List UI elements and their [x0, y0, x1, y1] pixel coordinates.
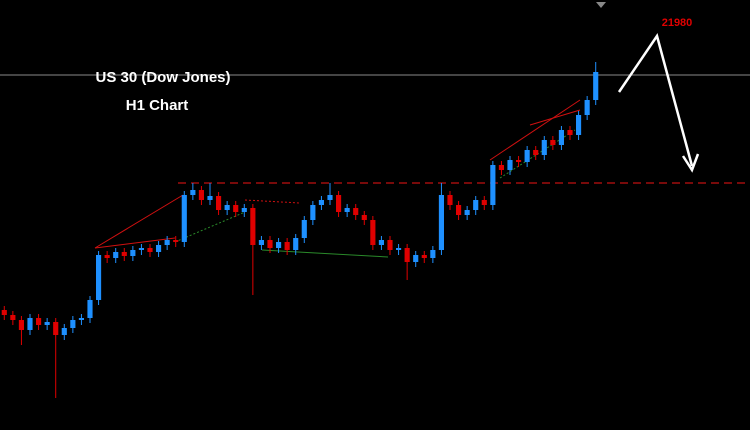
candle-body: [224, 205, 230, 210]
candle-body: [310, 205, 316, 220]
candle-body: [164, 240, 170, 245]
candle-body: [241, 208, 247, 212]
candle-body: [490, 165, 496, 205]
chart-title: US 30 (Dow Jones): [95, 69, 230, 86]
chart-subtitle: H1 Chart: [126, 97, 189, 114]
candle-body: [156, 245, 162, 252]
candle-body: [533, 150, 539, 155]
trendline: [489, 99, 581, 161]
arrow-path: [617, 33, 694, 167]
candle-body: [336, 195, 342, 212]
candle-body: [36, 318, 42, 325]
candle-body: [44, 322, 50, 325]
candle-body: [250, 208, 256, 245]
candle-body: [584, 100, 590, 115]
candle-body: [216, 196, 222, 210]
candle-body: [370, 220, 376, 245]
candle-body: [473, 200, 479, 210]
candle-body: [181, 195, 187, 242]
candle-body: [267, 240, 273, 248]
candle-body: [78, 318, 84, 320]
candle-body: [541, 140, 547, 155]
candle-body: [396, 248, 402, 250]
candle-body: [318, 200, 324, 205]
candle-body: [198, 190, 204, 200]
candle-body: [481, 200, 487, 205]
candle-body: [18, 320, 24, 330]
candle-body: [327, 195, 333, 200]
trendline: [529, 109, 581, 126]
trendline: [261, 249, 389, 258]
candle-body: [104, 255, 110, 258]
candle-body: [190, 190, 196, 195]
candle-body: [173, 240, 179, 242]
candle-body: [293, 238, 299, 250]
candle-body: [70, 320, 76, 328]
candle-body: [558, 130, 564, 145]
price-lines: [0, 74, 750, 184]
scroll-marker: [596, 2, 606, 8]
candle-body: [87, 300, 93, 318]
candle-body: [130, 250, 136, 256]
candle-body: [447, 195, 453, 205]
trendline: [94, 237, 176, 249]
candle-body: [138, 248, 144, 250]
candle-body: [27, 318, 33, 330]
candle-body: [96, 255, 102, 300]
target-annotation: 21980: [662, 17, 693, 29]
candle-body: [464, 210, 470, 215]
candle-body: [516, 160, 522, 162]
candle-body: [507, 160, 513, 170]
trendline: [94, 194, 184, 249]
candle-body: [284, 242, 290, 250]
candle-body: [113, 252, 119, 258]
candle-body: [387, 240, 393, 250]
candle-body: [53, 322, 59, 335]
candle-body: [456, 205, 462, 215]
candle-body: [1, 310, 7, 315]
candle-body: [524, 150, 530, 162]
candle-body: [344, 208, 350, 212]
forecast-arrow: [617, 33, 700, 173]
candle-body: [593, 72, 599, 100]
candle-body: [353, 208, 359, 215]
candle-body: [421, 255, 427, 258]
candle-body: [276, 242, 282, 248]
candle-body: [258, 240, 264, 245]
candle-body: [147, 248, 153, 252]
candle-body: [567, 130, 573, 135]
candle-body: [430, 250, 436, 258]
arrow-head: [681, 153, 700, 173]
candle-body: [121, 252, 127, 256]
trendline: [244, 199, 301, 204]
candle-body: [550, 140, 556, 145]
candle-body: [207, 196, 213, 200]
candle-body: [438, 195, 444, 250]
candle-body: [413, 255, 419, 262]
candle-body: [61, 328, 67, 335]
candle-body: [10, 315, 16, 320]
candle-body: [378, 240, 384, 245]
candle-body: [404, 248, 410, 262]
candle-body: [498, 165, 504, 170]
candle-body: [301, 220, 307, 238]
candle-body: [361, 215, 367, 220]
candle-body: [576, 115, 582, 135]
candle-body: [233, 205, 239, 212]
candles: [1, 62, 599, 398]
